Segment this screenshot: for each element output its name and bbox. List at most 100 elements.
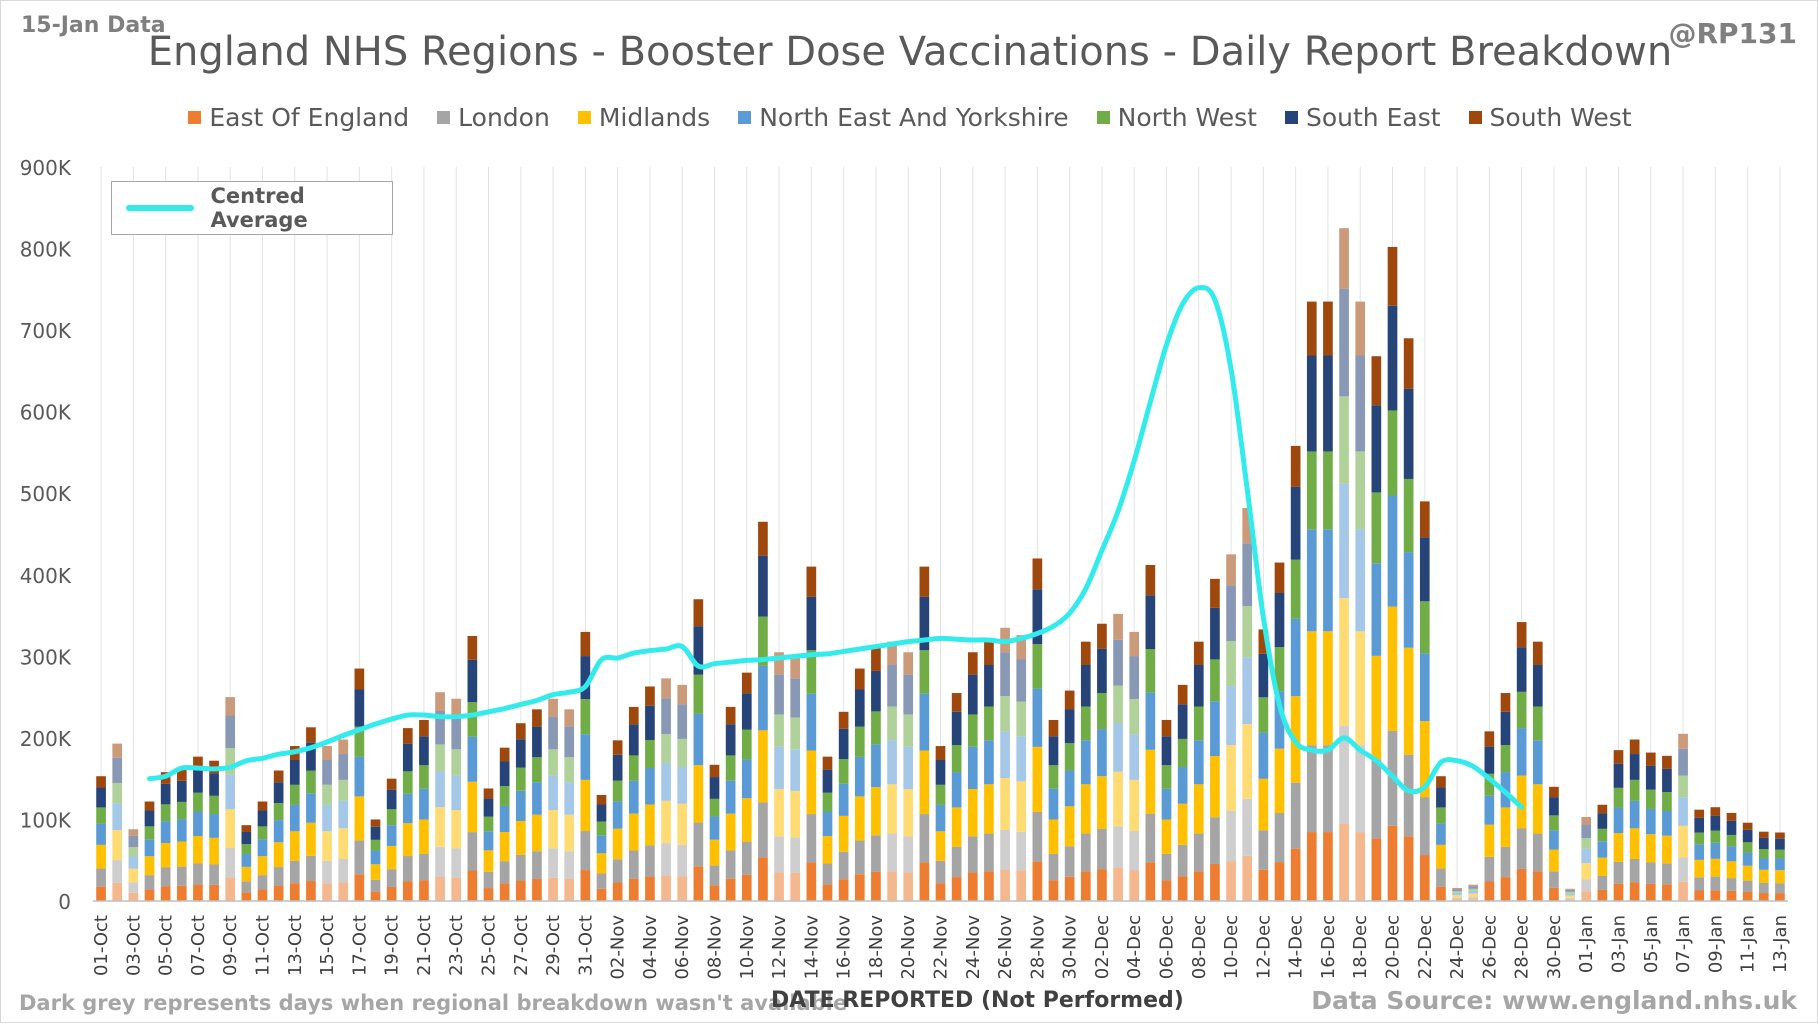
bar-stack — [289, 746, 300, 901]
legend-label: Midlands — [598, 103, 711, 132]
bar-segment — [758, 616, 768, 666]
bar-segment — [1581, 824, 1592, 838]
bar-segment — [1629, 882, 1640, 901]
bar-segment — [483, 816, 494, 832]
bar-segment — [951, 877, 962, 901]
bar-segment — [225, 774, 236, 810]
bar-segment — [354, 756, 365, 797]
x-tick-label: 14-Dec — [1286, 915, 1307, 979]
bar-segment — [1048, 853, 1059, 881]
bar-segment — [1193, 833, 1204, 872]
bar-segment — [1775, 832, 1785, 839]
bar-segment — [1581, 837, 1592, 849]
bar-segment — [1581, 816, 1592, 825]
bar-segment — [935, 746, 946, 760]
bar-segment — [951, 772, 962, 808]
bar-segment — [725, 724, 736, 756]
bar-segment — [984, 641, 994, 665]
bar-segment — [693, 626, 704, 675]
bar-segment — [402, 793, 413, 824]
bar-segment — [402, 771, 413, 794]
bar-segment — [1678, 857, 1688, 882]
bar-stack — [1193, 641, 1204, 901]
bar-segment — [499, 861, 510, 884]
bar-segment — [467, 659, 478, 703]
bar-segment — [887, 784, 897, 834]
bar-segment — [144, 826, 155, 840]
bar-segment — [967, 674, 978, 715]
bar-segment — [709, 816, 720, 840]
bar-segment — [532, 709, 542, 727]
bar-segment — [580, 631, 591, 657]
bar-segment — [1323, 451, 1333, 530]
x-tick-label: 13-Oct — [285, 915, 306, 976]
bar-stack — [306, 727, 316, 901]
bar-segment — [1532, 641, 1543, 665]
bar-segment — [322, 784, 332, 805]
bar-segment — [871, 711, 881, 745]
bar-segment — [1177, 803, 1188, 845]
bar-segment — [1662, 768, 1672, 793]
bar-stack — [1403, 338, 1414, 901]
bar-stack — [402, 728, 413, 901]
bar-segment — [628, 780, 639, 814]
legend-swatch — [1096, 111, 1110, 124]
bar-stack — [1775, 832, 1785, 901]
bar-stack — [1645, 752, 1656, 901]
bar-segment — [499, 786, 510, 806]
bar-segment — [1742, 842, 1753, 853]
bar-segment — [1161, 819, 1172, 854]
bar-segment — [1645, 862, 1656, 884]
x-tick-label: 16-Nov — [834, 915, 855, 980]
bar-segment — [1758, 869, 1769, 883]
bar-stack — [838, 711, 849, 901]
legend-item: North West — [1096, 103, 1257, 132]
bar-segment — [1629, 754, 1640, 780]
bar-segment — [209, 795, 219, 815]
bar-segment — [306, 793, 316, 823]
x-tick-label: 31-Oct — [575, 915, 596, 976]
bar-segment — [693, 599, 704, 627]
bar-segment — [435, 807, 445, 847]
bar-segment — [1597, 889, 1608, 901]
centred-average-label: Centred Average — [210, 184, 308, 232]
bar-stack — [1419, 501, 1430, 901]
bar-segment — [774, 746, 784, 790]
bar-segment — [548, 809, 558, 849]
bar-segment — [193, 756, 203, 770]
bar-segment — [1306, 631, 1317, 746]
bar-segment — [645, 804, 655, 846]
bar-segment — [790, 749, 801, 791]
bar-segment — [903, 872, 914, 901]
bar-segment — [451, 749, 462, 776]
bar-segment — [838, 783, 849, 816]
bar-segment — [806, 814, 817, 863]
bar-segment — [515, 739, 526, 768]
bar-segment — [1581, 891, 1592, 901]
bar-segment — [1694, 890, 1705, 901]
bar-stack — [1565, 888, 1575, 901]
bar-segment — [1436, 823, 1446, 845]
bar-segment — [1387, 246, 1398, 306]
bar-segment — [1436, 807, 1446, 824]
bar-segment — [1048, 719, 1059, 737]
bar-segment — [1258, 830, 1269, 870]
bar-stack — [1516, 622, 1527, 901]
bar-segment — [1726, 878, 1737, 891]
bar-stack — [564, 709, 575, 901]
bar-segment — [419, 853, 429, 881]
bar-segment — [1161, 736, 1172, 766]
bar-stack — [1387, 246, 1398, 901]
bar-stack — [1597, 804, 1608, 901]
bar-stack — [435, 692, 445, 901]
bar-segment — [612, 828, 623, 860]
bar-segment — [1290, 486, 1301, 560]
bar-segment — [1387, 606, 1398, 731]
bar-segment — [1532, 833, 1543, 872]
bar-segment — [709, 839, 720, 866]
bar-segment — [1242, 855, 1253, 901]
bar-segment — [1710, 807, 1721, 816]
x-tick-label: 09-Oct — [220, 915, 241, 976]
bar-segment — [354, 689, 365, 727]
